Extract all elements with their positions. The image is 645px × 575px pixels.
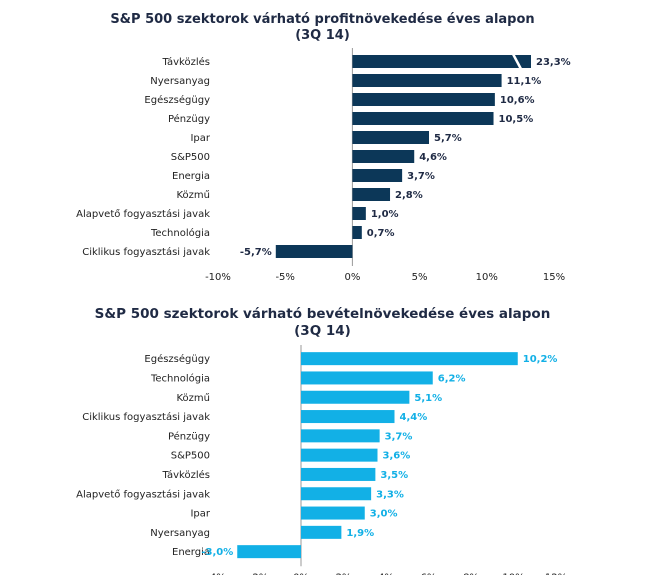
x-tick-label: -2% — [249, 572, 268, 575]
chart-subtitle: (3Q 14) — [294, 323, 351, 339]
chart-title-line: S&P 500 szektorok várható bevételnöveked… — [94, 306, 551, 322]
bar — [301, 410, 395, 424]
chart-title-line: S&P 500 szektorok várható profitnövekedé… — [110, 12, 535, 27]
x-tick-label: 0% — [344, 272, 360, 283]
data-label: 10,5% — [499, 114, 534, 125]
profit-growth-plot: Távközlés 23,3% Nyersanyag 11,1% Egészségügy… — [76, 48, 571, 283]
bar — [352, 93, 495, 106]
revenue-growth-plot: Egészségügy 10,2% Technológia 6,2% Közmű 5,1%… — [76, 345, 567, 575]
category-label: Technológia — [150, 227, 210, 239]
category-label: Ipar — [190, 509, 210, 520]
x-tick-label: 15% — [543, 272, 565, 283]
category-label: Egészségügy — [144, 94, 210, 106]
bar — [352, 131, 430, 144]
chart-title: S&P 500 szektorok várható bevételnöveked… — [0, 306, 645, 340]
data-label: 3,5% — [380, 470, 408, 481]
data-label: 3,7% — [385, 431, 413, 442]
category-label: Egészségügy — [144, 353, 210, 365]
bar — [352, 74, 502, 87]
data-label: 5,1% — [414, 393, 442, 404]
category-label: Alapvető fogyasztási javak — [76, 208, 210, 220]
x-tick-label: 12% — [545, 572, 567, 575]
x-tick-label: 4% — [378, 572, 394, 575]
bar — [301, 429, 380, 443]
x-tick-label: -5% — [275, 272, 294, 283]
data-label: 5,7% — [434, 133, 462, 144]
bar — [301, 371, 433, 385]
chart-title: S&P 500 szektorok várható profitnövekedé… — [0, 12, 645, 44]
x-tick-label: 0% — [293, 572, 309, 575]
bar — [352, 55, 531, 68]
data-label: 1,0% — [371, 209, 399, 220]
category-label: Ipar — [190, 133, 210, 144]
data-label: 3,6% — [383, 451, 411, 462]
x-tick-label: 5% — [412, 272, 428, 283]
data-label: 2,8% — [395, 190, 423, 201]
data-label: 23,3% — [536, 57, 571, 68]
chart-subtitle: (3Q 14) — [295, 28, 350, 43]
bar — [301, 390, 410, 404]
data-label: -3,0% — [201, 547, 233, 558]
bar — [352, 188, 391, 201]
x-tick-label: -4% — [206, 572, 225, 575]
bar — [352, 150, 415, 163]
x-tick-label: -10% — [205, 272, 231, 283]
data-label: 6,2% — [438, 373, 466, 384]
category-label: Távközlés — [162, 56, 210, 68]
data-label: 0,7% — [367, 228, 395, 239]
x-tick-label: 8% — [463, 572, 479, 575]
category-label: Távközlés — [162, 469, 210, 481]
bar — [301, 352, 518, 366]
x-tick-label: 2% — [336, 572, 352, 575]
category-label: S&P500 — [171, 451, 210, 462]
profit-growth-chart: S&P 500 szektorok várható profitnövekedé… — [0, 12, 645, 283]
bar — [301, 506, 365, 520]
bar — [352, 226, 362, 239]
bar — [352, 112, 494, 125]
bar — [352, 207, 366, 220]
category-label: Közmű — [176, 392, 210, 404]
category-label: Ciklikus fogyasztási javak — [82, 246, 210, 258]
axis-break-mark — [511, 53, 523, 70]
category-label: Pénzügy — [168, 113, 210, 125]
category-label: Ciklikus fogyasztási javak — [82, 411, 210, 423]
bar — [301, 467, 376, 481]
data-label: 1,9% — [346, 528, 374, 539]
bar — [301, 487, 372, 501]
category-label: Nyersanyag — [150, 528, 210, 539]
data-label: 3,7% — [407, 171, 435, 182]
data-label: 3,3% — [376, 489, 404, 500]
bar — [352, 169, 403, 182]
category-label: Technológia — [150, 372, 210, 384]
data-label: 4,4% — [400, 412, 428, 423]
data-label: 4,6% — [419, 152, 447, 163]
data-label: 11,1% — [507, 76, 542, 87]
category-label: S&P500 — [171, 152, 210, 163]
category-label: Energia — [172, 547, 210, 558]
revenue-growth-chart: S&P 500 szektorok várható bevételnöveked… — [0, 298, 645, 575]
bar — [275, 245, 353, 258]
category-label: Energia — [172, 171, 210, 182]
category-label: Alapvető fogyasztási javak — [76, 488, 210, 500]
data-label: 10,6% — [500, 95, 535, 106]
data-label: 3,0% — [370, 509, 398, 520]
bar — [301, 525, 342, 539]
category-label: Közmű — [176, 189, 210, 201]
bar — [301, 448, 378, 462]
bar — [237, 545, 301, 559]
x-tick-label: 10% — [502, 572, 524, 575]
category-label: Pénzügy — [168, 430, 210, 442]
data-label: 10,2% — [523, 354, 558, 365]
x-tick-label: 6% — [421, 572, 437, 575]
data-label: -5,7% — [240, 247, 272, 258]
category-label: Nyersanyag — [150, 76, 210, 87]
x-tick-label: 10% — [476, 272, 498, 283]
